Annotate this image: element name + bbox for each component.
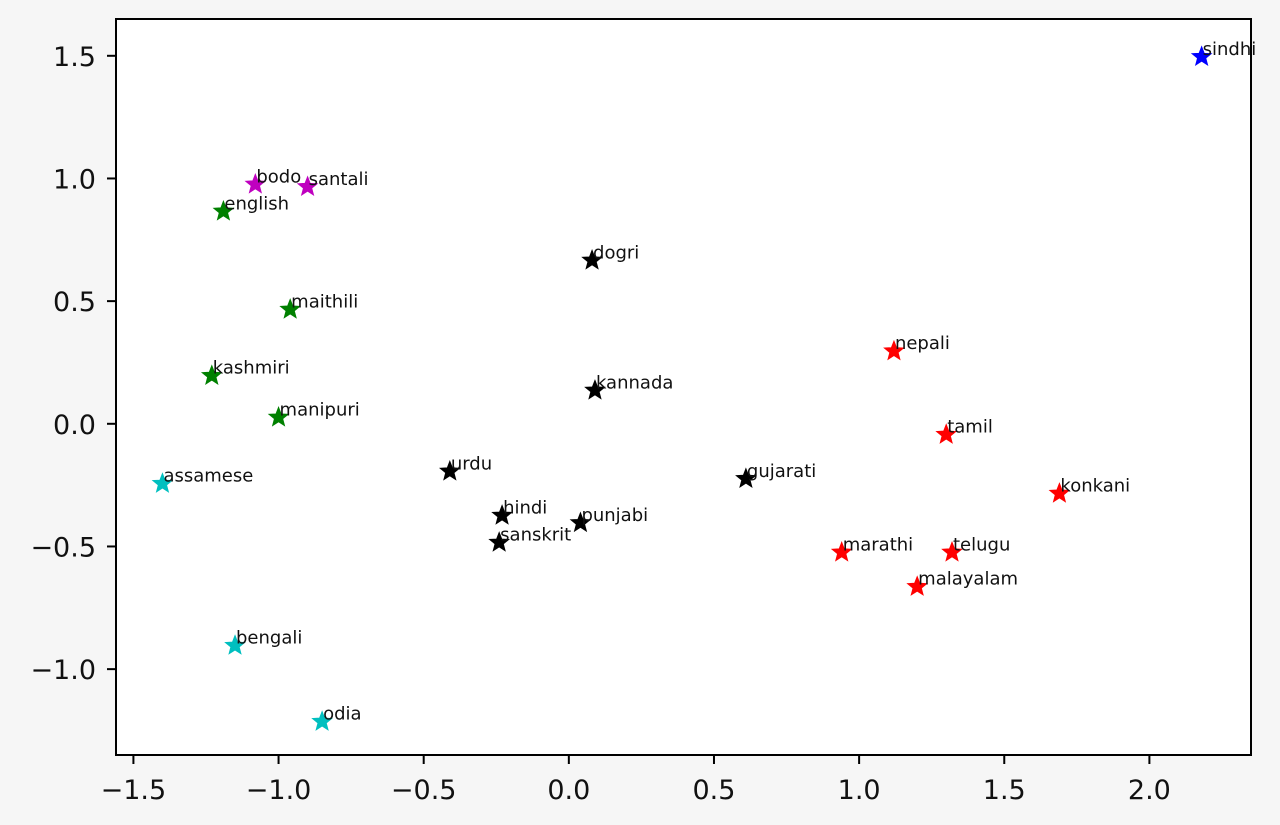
y-tick-label: 1.5 (53, 42, 96, 73)
y-axis-ticks: −1.0 −0.5 0.0 0.5 1.0 1.5 (30, 42, 116, 686)
point-label: sindhi (1203, 39, 1257, 60)
data-point-odia: odia (311, 704, 362, 731)
data-point-nepali: nepali (883, 333, 950, 361)
point-label: bodo (256, 166, 301, 187)
data-point-punjabi: punjabi (569, 505, 648, 533)
point-label: gujarati (747, 461, 816, 482)
point-label: odia (323, 704, 361, 725)
point-label: punjabi (581, 505, 648, 526)
star-marker (438, 460, 461, 481)
data-point-manipuri: manipuri (267, 399, 360, 427)
star-marker (1190, 45, 1213, 67)
data-point-kannada: kannada (584, 372, 673, 400)
star-marker (735, 467, 757, 488)
point-label: manipuri (280, 399, 360, 420)
data-point-bengali: bengali (224, 628, 302, 655)
star-marker (200, 364, 223, 385)
point-label: english (224, 193, 289, 214)
x-axis-ticks: −1.5 −1.0 −0.5 0.0 0.5 1.0 1.5 2.0 (101, 755, 1171, 806)
x-tick-label: 2.0 (1128, 775, 1171, 806)
point-label: telugu (953, 534, 1010, 555)
data-point-urdu: urdu (438, 453, 492, 481)
point-label: santali (309, 169, 369, 190)
plot-frame (115, 18, 1252, 756)
y-tick-label: 1.0 (53, 164, 96, 195)
star-marker (581, 249, 603, 270)
data-point-assamese: assamese (151, 466, 253, 493)
star-marker (212, 199, 235, 221)
data-point-bodo: bodo (244, 166, 301, 194)
data-point-gujarati: gujarati (735, 461, 816, 488)
point-label: urdu (451, 453, 492, 474)
data-point-sanskrit: sanskrit (488, 525, 571, 552)
star-marker (267, 406, 290, 427)
data-point-dogri: dogri (581, 242, 639, 270)
star-marker (296, 175, 319, 197)
y-tick-label: −0.5 (30, 532, 96, 563)
data-point-tamil: tamil (935, 417, 993, 444)
plot-area (116, 19, 1251, 755)
point-label: maithili (291, 291, 358, 312)
data-point-kashmiri: kashmiri (200, 358, 290, 385)
point-label: assamese (163, 466, 253, 487)
data-point-hindi: hindi (491, 498, 547, 525)
x-tick-label: 0.5 (693, 775, 736, 806)
data-points: sindhi bodo santali english maithili kashmiri… (151, 39, 1257, 731)
star-marker (279, 298, 301, 319)
point-label: nepali (895, 333, 950, 354)
data-point-english: english (212, 193, 289, 221)
point-label: marathi (843, 534, 913, 555)
data-point-malayalam: malayalam (906, 569, 1018, 596)
data-point-marathi: marathi (830, 534, 913, 562)
point-label: kannada (596, 372, 673, 393)
y-tick-label: 0.5 (53, 287, 96, 318)
y-tick-label: −1.0 (30, 655, 96, 686)
star-marker (1048, 482, 1071, 503)
star-marker (244, 172, 267, 194)
star-marker (584, 379, 606, 400)
point-label: bengali (236, 628, 302, 649)
star-marker (935, 423, 958, 444)
x-tick-label: 1.5 (983, 775, 1026, 806)
star-marker (569, 511, 592, 533)
point-label: malayalam (918, 569, 1018, 590)
star-marker (906, 575, 929, 596)
x-tick-label: −1.0 (246, 775, 312, 806)
data-point-maithili: maithili (279, 291, 358, 319)
point-label: sanskrit (500, 525, 571, 546)
star-marker (941, 540, 963, 562)
star-marker (491, 504, 513, 525)
star-marker (151, 472, 174, 493)
data-point-santali: santali (296, 169, 369, 197)
x-tick-label: 0.0 (547, 775, 590, 806)
data-point-sindhi: sindhi (1190, 39, 1257, 67)
star-marker (883, 339, 905, 361)
y-tick-label: 0.0 (53, 410, 96, 441)
x-tick-label: 1.0 (838, 775, 881, 806)
star-marker (488, 531, 510, 552)
star-marker (224, 634, 246, 655)
x-tick-label: −0.5 (391, 775, 457, 806)
point-label: dogri (593, 242, 639, 263)
point-label: tamil (947, 417, 993, 438)
data-point-konkani: konkani (1048, 475, 1130, 503)
x-tick-label: −1.5 (101, 775, 167, 806)
point-label: konkani (1060, 475, 1130, 496)
point-label: hindi (503, 498, 547, 519)
star-marker (311, 710, 333, 731)
point-label: kashmiri (213, 358, 290, 379)
star-marker (830, 540, 853, 562)
data-point-telugu: telugu (941, 534, 1010, 562)
